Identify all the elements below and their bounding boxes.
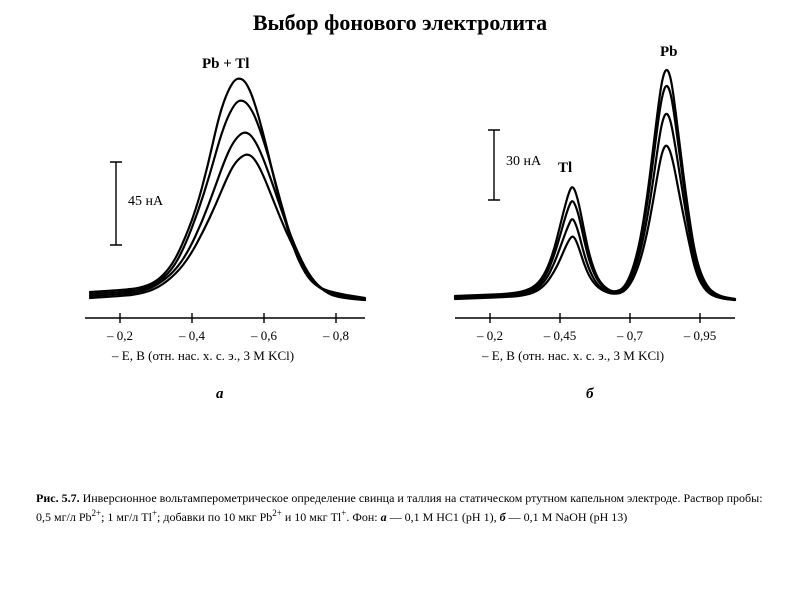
caption-part-afteraddpb: и 10 мкг Tl xyxy=(282,510,341,524)
panel-b-scalebar-label: 30 нА xyxy=(506,154,541,170)
sup-pb1: 2+ xyxy=(92,508,102,518)
caption-part-tail: . Фон: xyxy=(346,510,380,524)
caption-part-aftertl: ; добавки по 10 мкг Pb xyxy=(157,510,272,524)
panel-a-peak-label: Pb + Tl xyxy=(202,56,249,73)
panel-b-tick-2: – 0,7 xyxy=(605,328,655,344)
sup-pb2: 2+ xyxy=(272,508,282,518)
charts-row: Pb + Tl 45 нА – 0,2 – 0,4 – 0,6 – 0,8 – … xyxy=(40,50,760,420)
panel-b-tick-1: – 0,45 xyxy=(535,328,585,344)
panel-a: Pb + Tl 45 нА – 0,2 – 0,4 – 0,6 – 0,8 – … xyxy=(40,50,390,420)
panel-a-axis-title: – E, В (отн. нас. х. с. э., 3 М KCl) xyxy=(112,348,294,364)
panel-b: Tl Pb 30 нА – 0,2 – 0,45 – 0,7 – 0,95 – … xyxy=(410,50,760,420)
panel-a-scalebar-label: 45 нА xyxy=(128,194,163,210)
panel-a-tick-0: – 0,2 xyxy=(95,328,145,344)
panel-a-tick-3: – 0,8 xyxy=(311,328,361,344)
page-title: Выбор фонового электролита xyxy=(0,0,800,36)
panel-b-peak-pb-label: Pb xyxy=(660,44,678,61)
caption-b: — 0,1 М NaOH (pH 13) xyxy=(506,510,628,524)
figure-number: Рис. 5.7. xyxy=(36,491,80,505)
figure-caption: Рис. 5.7. Инверсионное вольтамперометрич… xyxy=(36,490,766,527)
caption-part-afterpb: ; 1 мг/л Tl xyxy=(101,510,152,524)
panel-b-tick-3: – 0,95 xyxy=(675,328,725,344)
panel-a-tick-1: – 0,4 xyxy=(167,328,217,344)
panel-b-peak-tl-label: Tl xyxy=(558,160,572,177)
panel-a-letter: а xyxy=(216,386,224,403)
panel-b-letter: б xyxy=(586,386,594,403)
panel-b-tick-0: – 0,2 xyxy=(465,328,515,344)
panel-b-axis-title: – E, В (отн. нас. х. с. э., 3 М KCl) xyxy=(482,348,664,364)
caption-a: — 0,1 М HC1 (pH 1), xyxy=(387,510,500,524)
panel-a-tick-2: – 0,6 xyxy=(239,328,289,344)
